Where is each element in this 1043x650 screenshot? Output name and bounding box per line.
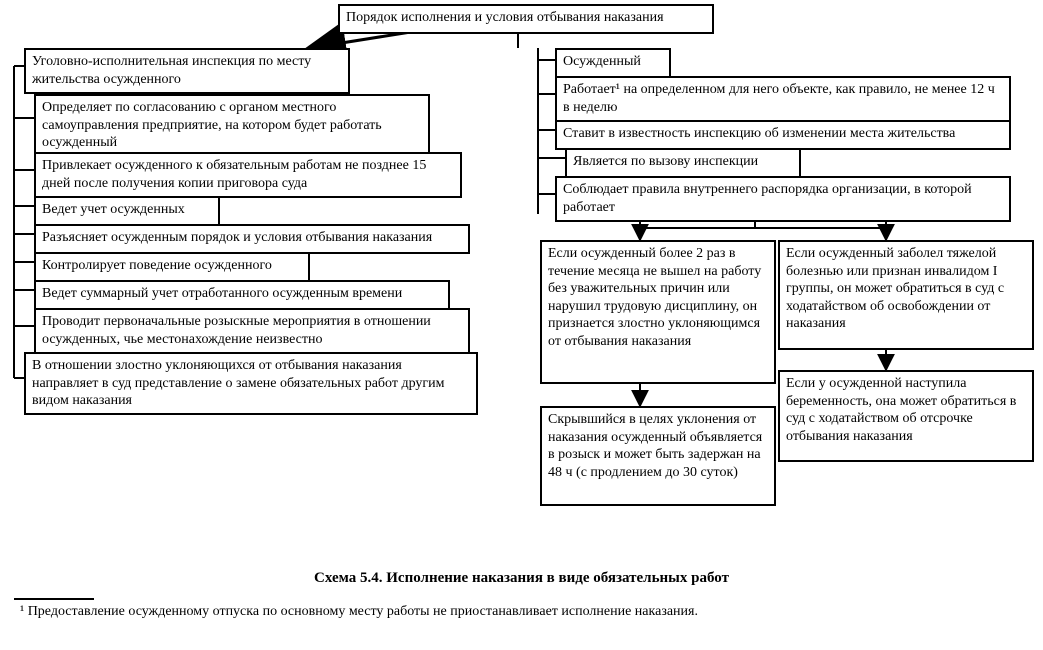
right-item-2: Является по вызову инспекции (565, 148, 801, 178)
footnote-text: ¹ Предоставление осужденному отпуска по … (20, 604, 1020, 620)
left-branch-header: Уголовно-исполнительная инспекция по мес… (24, 48, 350, 94)
figure-caption: Схема 5.4. Исполнение наказания в виде о… (0, 570, 1043, 587)
left-item-5: Ведет суммарный учет отработанного осужд… (34, 280, 450, 310)
left-item-7: В отношении злостно уклоняющихся от отбы… (24, 352, 478, 415)
right-item-0: Работает¹ на определенном для него объек… (555, 76, 1011, 122)
left-item-4: Контролирует поведение осужденного (34, 252, 310, 282)
left-item-1: Привлекает осужденного к обязательным ра… (34, 152, 462, 198)
left-item-6: Проводит первоначальные розыскные меропр… (34, 308, 470, 354)
right-branch-header: Осужденный (555, 48, 671, 78)
left-item-2: Ведет учет осужденных (34, 196, 220, 226)
consequence-box-search: Скрывшийся в целях уклонения от наказани… (540, 406, 776, 506)
left-item-3: Разъясняет осужденным порядок и условия … (34, 224, 470, 254)
consequence-box-evasion: Если осужденный более 2 раз в течение ме… (540, 240, 776, 384)
consequence-box-illness: Если осужденный заболел тяжелой болезнью… (778, 240, 1034, 350)
consequence-box-pregnancy: Если у осужденной наступила беременность… (778, 370, 1034, 462)
right-item-3: Соблюдает правила внутреннего распорядка… (555, 176, 1011, 222)
left-item-0: Определяет по согласованию с органом мес… (34, 94, 430, 157)
title-box: Порядок исполнения и условия отбывания н… (338, 4, 714, 34)
footnote-rule (14, 598, 94, 600)
right-item-1: Ставит в известность инспекцию об измене… (555, 120, 1011, 150)
